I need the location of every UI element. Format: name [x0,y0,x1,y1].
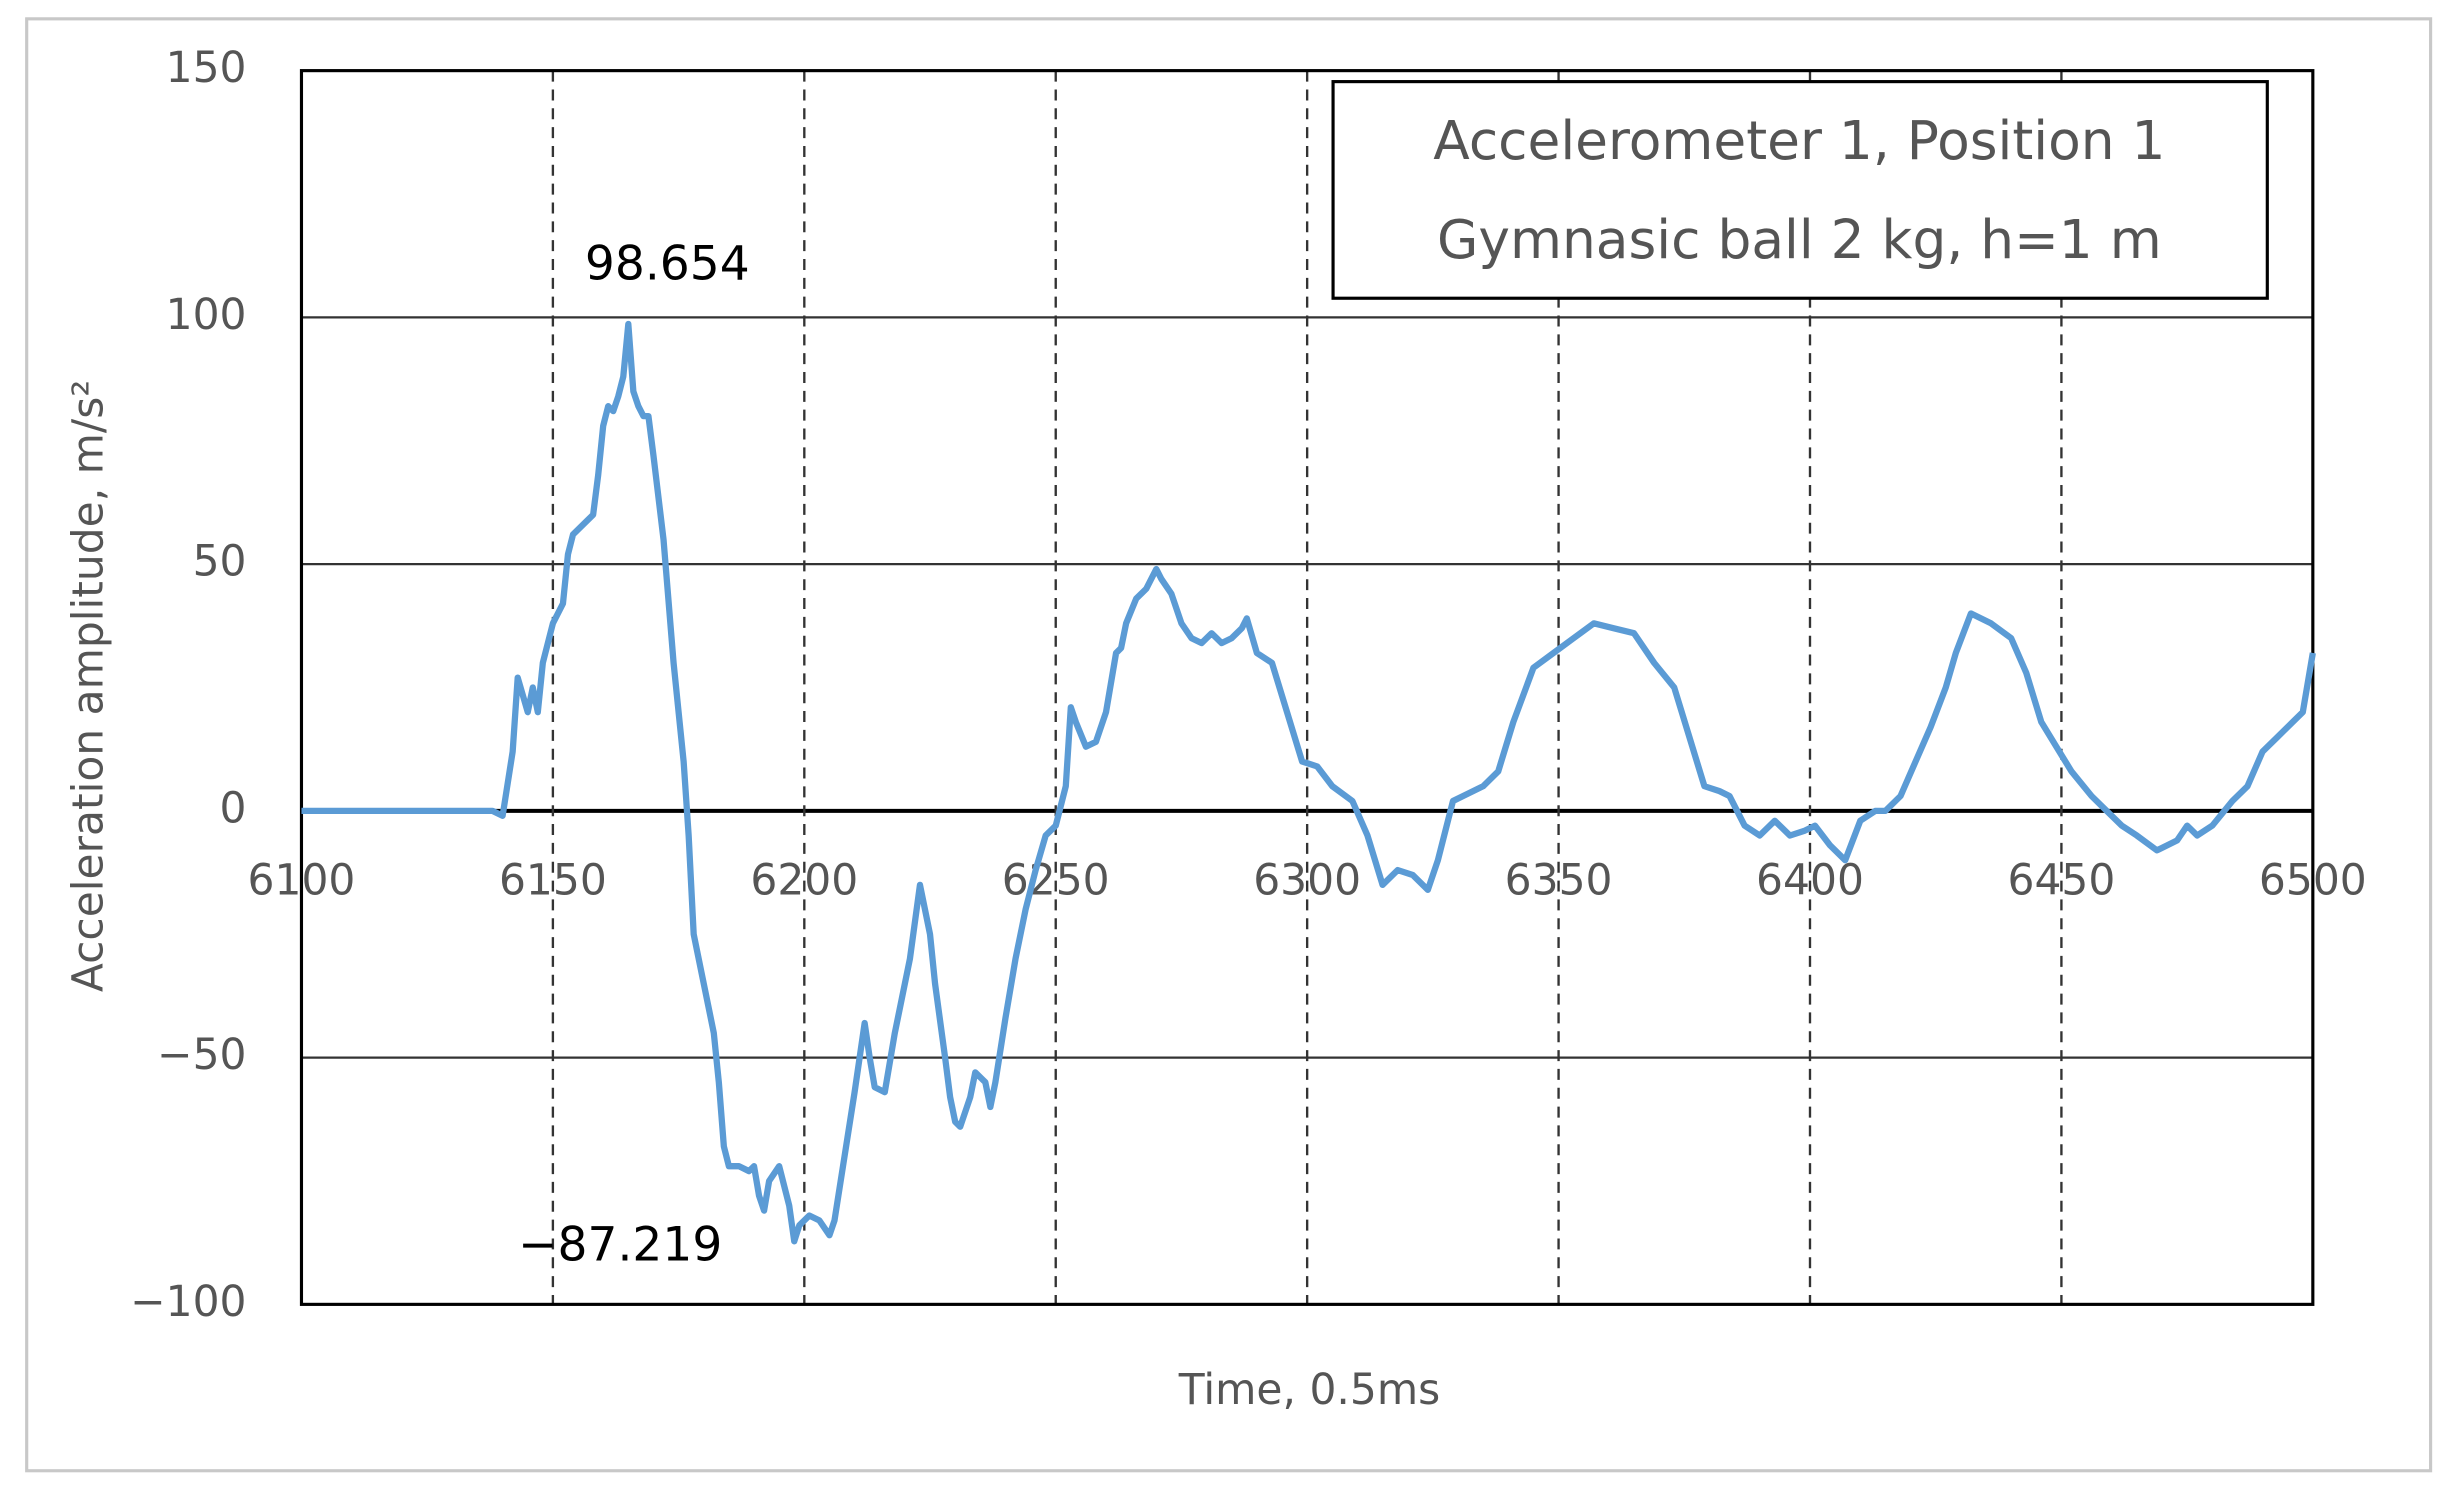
x-tick-label: 6400 [1756,856,1864,905]
data-line [301,320,2316,1245]
x-tick-label: 6350 [1505,856,1613,905]
y-tick-label: 50 [193,537,247,586]
x-tick-label: 6200 [750,856,858,905]
title-line: Gymnasic ball 2 kg, h=1 m [1437,208,2162,271]
x-axis-label: Time, 0.5ms [1178,1365,1440,1414]
x-tick-label: 6300 [1253,856,1361,905]
x-tick-label: 6100 [248,856,356,905]
plot-border [299,69,2315,1306]
annotation: −87.219 [518,1217,722,1272]
y-tick-label: 0 [220,783,247,832]
title-box [1331,80,2269,300]
y-tick-label: 150 [166,43,247,92]
y-tick-label: −100 [130,1277,246,1326]
y-tick-label: −50 [157,1030,246,1079]
x-tick-label: 6150 [499,856,607,905]
annotation: 98.654 [585,236,750,291]
x-tick-label: 6250 [1002,856,1110,905]
y-axis-label: Acceleration amplitude, m/s² [64,380,113,992]
x-tick-label: 6500 [2259,856,2367,905]
title-line: Accelerometer 1, Position 1 [1433,109,2165,172]
y-tick-label: 100 [166,290,247,339]
x-tick-label: 6450 [2007,856,2115,905]
